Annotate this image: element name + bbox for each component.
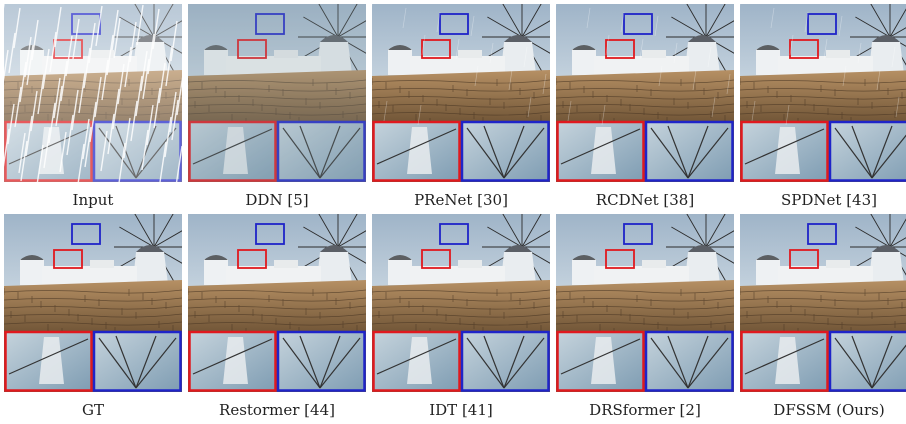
- method-label: GT: [82, 401, 104, 419]
- result-image: [740, 4, 906, 182]
- method-label: Input: [72, 191, 114, 209]
- result-image: [556, 4, 734, 182]
- method-label: Restormer [44]: [219, 401, 335, 419]
- result-panel: IDT [41]: [372, 214, 550, 423]
- result-image: [372, 4, 550, 182]
- method-label: RCDNet [38]: [595, 191, 695, 209]
- result-panel: Input: [4, 4, 182, 213]
- result-panel: DFSSM (Ours): [740, 214, 906, 423]
- result-panel: PReNet [30]: [372, 4, 550, 213]
- method-label: IDT [41]: [429, 401, 493, 419]
- result-image: [4, 214, 182, 392]
- result-image: [740, 214, 906, 392]
- method-label: SPDNet [43]: [781, 191, 877, 209]
- method-label: DDN [5]: [245, 191, 309, 209]
- result-image: [188, 214, 366, 392]
- result-image: [4, 4, 182, 182]
- result-panel: DRSformer [2]: [556, 214, 734, 423]
- result-image: [556, 214, 734, 392]
- result-image: [188, 4, 366, 182]
- method-label: DRSformer [2]: [589, 401, 701, 419]
- method-label: DFSSM (Ours): [773, 401, 885, 419]
- result-panel: SPDNet [43]: [740, 4, 906, 213]
- result-panel: Restormer [44]: [188, 214, 366, 423]
- result-panel: GT: [4, 214, 182, 423]
- result-panel: RCDNet [38]: [556, 4, 734, 213]
- result-image: [372, 214, 550, 392]
- method-label: PReNet [30]: [414, 191, 508, 209]
- result-panel: DDN [5]: [188, 4, 366, 213]
